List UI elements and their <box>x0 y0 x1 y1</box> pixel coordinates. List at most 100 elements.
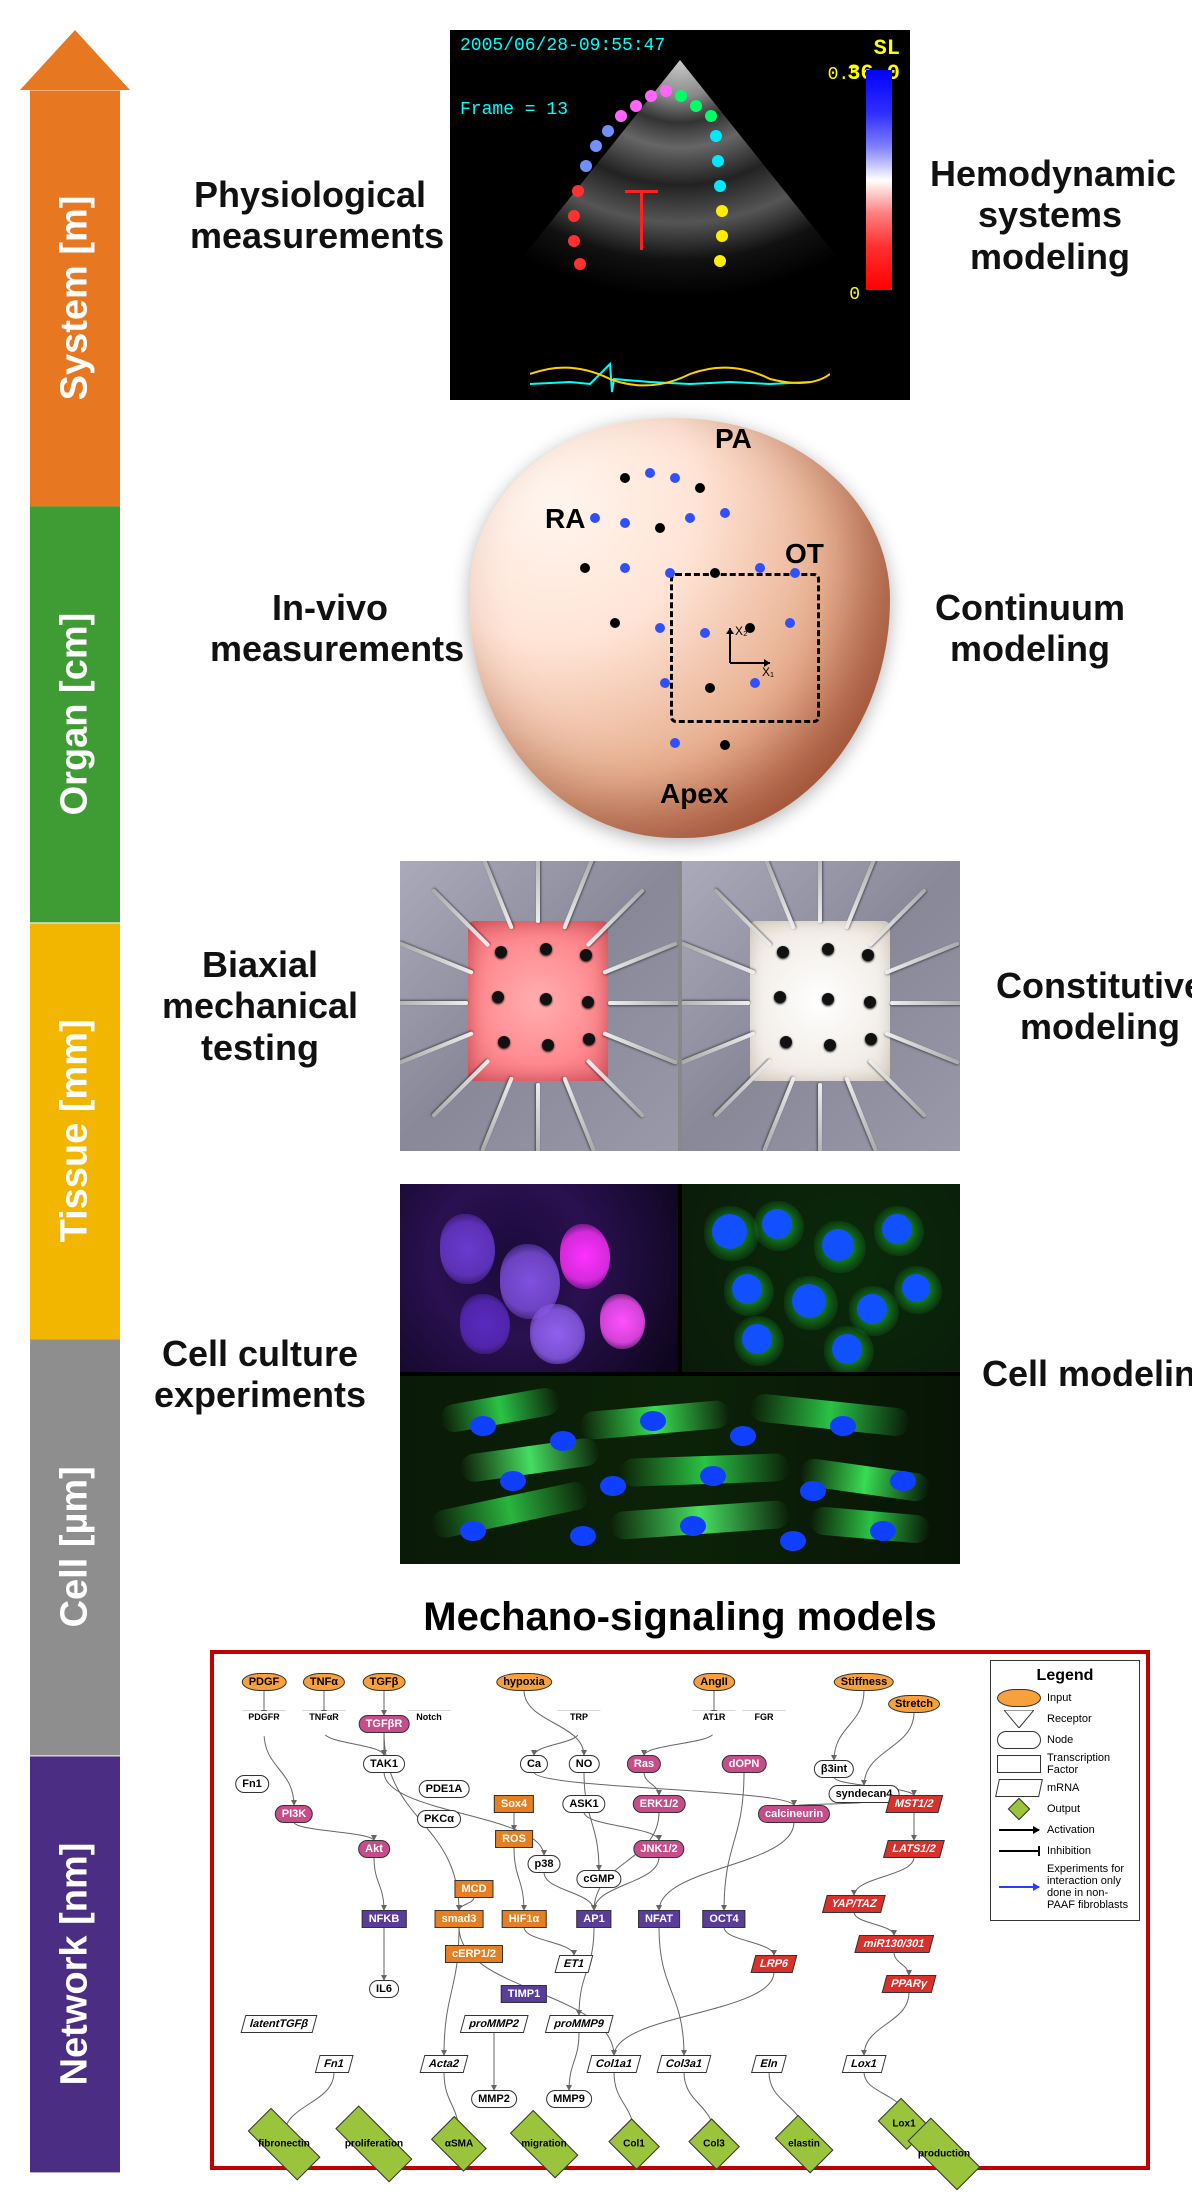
pin-icon <box>495 946 507 958</box>
pin-icon <box>822 943 834 955</box>
scale-network: Network [nm] <box>30 1756 120 2172</box>
needle-icon <box>682 1031 756 1065</box>
needle-icon <box>400 1001 468 1005</box>
net-node-TGF: TGFβ <box>363 1673 406 1691</box>
needle-icon <box>844 1076 878 1151</box>
pin-icon <box>582 996 594 1008</box>
cell-panel <box>400 1184 960 1564</box>
cell-nucleus <box>700 1466 726 1486</box>
legend-row: Output <box>997 1800 1133 1818</box>
ultrasound-timestamp: 2005/06/28-09:55:47 <box>460 36 665 56</box>
needle-icon <box>682 941 756 975</box>
cell-nucleus <box>732 1274 762 1304</box>
fiducial-dot <box>700 628 710 638</box>
pin-icon <box>862 949 874 961</box>
label-right-cell: Cell modeling <box>980 1353 1192 1394</box>
needle-icon <box>602 1031 678 1065</box>
track-dot <box>602 125 614 137</box>
content-column: Physiological measurements 2005/06/28-09… <box>140 30 1192 2172</box>
ultrasound-panel: 2005/06/28-09:55:47 SL 36.0 Frame = 13 0… <box>450 30 910 400</box>
needle-icon <box>884 1031 960 1065</box>
cell-nucleus <box>460 1521 486 1541</box>
cell-nucleus <box>882 1214 912 1244</box>
net-node-Akt: Akt <box>358 1840 390 1858</box>
net-node-p38: p38 <box>528 1855 561 1873</box>
needle-icon <box>431 888 490 947</box>
colorbar <box>866 70 892 290</box>
heart-label-pa: PA <box>715 423 752 455</box>
track-dot <box>645 90 657 102</box>
cell-blob <box>460 1294 510 1354</box>
cell-blob <box>600 1294 645 1349</box>
needle-icon <box>762 1076 796 1151</box>
fiducial-dot <box>750 678 760 688</box>
cell-streak <box>438 1386 561 1434</box>
legend-row: Node <box>997 1731 1133 1749</box>
fiducial-dot <box>655 523 665 533</box>
cell-nucleus <box>680 1516 706 1536</box>
fiducial-dot <box>620 473 630 483</box>
needle-icon <box>480 861 514 930</box>
net-node-ET1: ET1 <box>554 1955 593 1973</box>
cell-nucleus <box>870 1521 896 1541</box>
cell-nucleus <box>830 1416 856 1436</box>
cell-nucleus <box>570 1526 596 1546</box>
network-legend: Legend InputReceptorNodeTranscription Fa… <box>990 1660 1140 1921</box>
net-node-3int: β3int <box>814 1760 854 1778</box>
net-node-cERP12: cERP1/2 <box>445 1945 503 1963</box>
cell-nucleus <box>780 1531 806 1551</box>
pin-icon <box>492 991 504 1003</box>
net-node-Fn1: Fn1 <box>235 1775 269 1793</box>
legend-row: Inhibition <box>997 1842 1133 1860</box>
track-dot <box>716 230 728 242</box>
net-node-hypoxia: hypoxia <box>496 1673 552 1691</box>
colorbar-bot: 0 <box>849 285 860 305</box>
net-node-AP1: AP1 <box>576 1910 611 1928</box>
needle-icon <box>844 861 878 930</box>
net-node-PI3K: PI3K <box>275 1805 313 1823</box>
pin-icon <box>865 1033 877 1045</box>
cell-nucleus <box>792 1284 826 1318</box>
fiducial-dot <box>580 563 590 573</box>
net-node-ERK12: ERK1/2 <box>633 1795 686 1813</box>
sl-label: SL <box>874 36 900 61</box>
needle-icon <box>400 941 474 975</box>
fiducial-dot <box>620 563 630 573</box>
needle-icon <box>586 1058 645 1117</box>
cell-blob <box>560 1224 610 1289</box>
net-node-Stiffness: Stiffness <box>834 1673 894 1691</box>
fiducial-dot <box>670 473 680 483</box>
net-node-Eln: Eln <box>751 2055 787 2073</box>
net-node-NO: NO <box>569 1755 600 1773</box>
fiducial-dot <box>755 563 765 573</box>
track-dot <box>580 160 592 172</box>
net-node-dOPN: dOPN <box>722 1755 767 1773</box>
net-node-Lox1: Lox1 <box>842 2055 887 2073</box>
label-right-system: Hemodynamic systems modeling <box>930 153 1170 277</box>
net-node-Stretch: Stretch <box>888 1695 940 1713</box>
track-dot <box>568 210 580 222</box>
needle-icon <box>562 861 596 930</box>
track-dot <box>690 100 702 112</box>
cell-nucleus <box>712 1214 747 1249</box>
fiducial-dot <box>705 683 715 693</box>
pin-icon <box>774 991 786 1003</box>
heart-label-ra: RA <box>545 503 585 535</box>
fiducial-dot <box>685 513 695 523</box>
cell-streak <box>809 1506 931 1544</box>
net-node-proMMP2: proMMP2 <box>460 2015 528 2033</box>
fiducial-dot <box>620 518 630 528</box>
legend-row: Input <box>997 1689 1133 1707</box>
pin-icon <box>540 943 552 955</box>
biax-left <box>400 861 678 1151</box>
needle-icon <box>818 861 822 923</box>
legend-row: Experiments for interaction only done in… <box>997 1863 1133 1911</box>
needle-icon <box>586 888 645 947</box>
fiducial-dot <box>790 568 800 578</box>
needle-icon <box>480 1076 514 1151</box>
cell-nucleus <box>640 1411 666 1431</box>
needle-icon <box>400 1031 474 1065</box>
net-node-proMMP9: proMMP9 <box>545 2015 613 2033</box>
scale-cell: Cell [µm] <box>30 1339 120 1755</box>
cell-blob <box>440 1214 495 1284</box>
